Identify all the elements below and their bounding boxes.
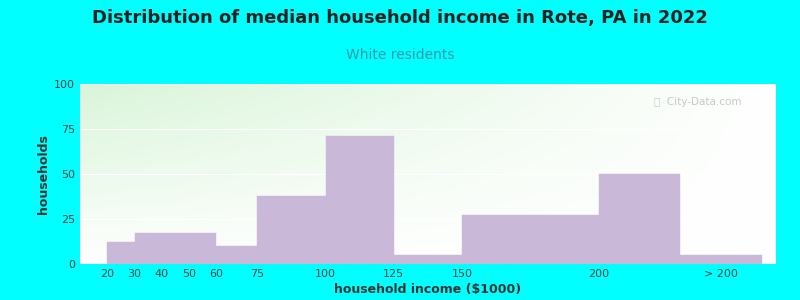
- Bar: [258, 196, 326, 264]
- Bar: [326, 136, 394, 264]
- Bar: [107, 242, 134, 264]
- Y-axis label: households: households: [37, 134, 50, 214]
- Bar: [462, 215, 598, 264]
- Bar: [681, 255, 762, 264]
- Bar: [134, 233, 162, 264]
- X-axis label: household income ($1000): household income ($1000): [334, 283, 522, 296]
- Text: Distribution of median household income in Rote, PA in 2022: Distribution of median household income …: [92, 9, 708, 27]
- Bar: [189, 233, 217, 264]
- Bar: [394, 255, 462, 264]
- Bar: [217, 246, 258, 264]
- Bar: [162, 233, 189, 264]
- Text: ⓘ  City-Data.com: ⓘ City-Data.com: [654, 97, 741, 106]
- Text: White residents: White residents: [346, 48, 454, 62]
- Bar: [598, 174, 681, 264]
